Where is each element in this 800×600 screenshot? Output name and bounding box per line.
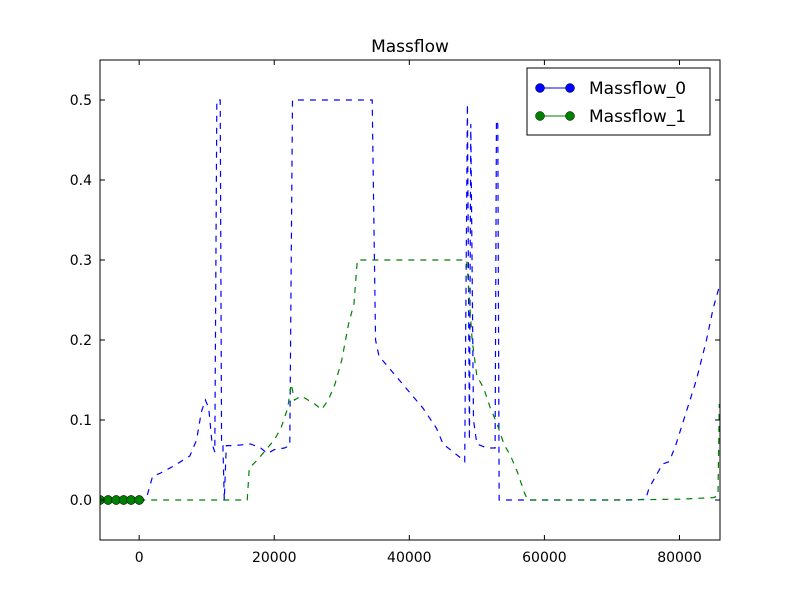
legend-marker-massflow-0-left	[535, 83, 545, 93]
legend-marker-massflow-0-right	[565, 83, 575, 93]
x-tick-label: 0	[135, 550, 144, 566]
x-tick-label: 60000	[522, 550, 567, 566]
legend-box	[526, 67, 711, 136]
marker-massflow-1-5	[134, 495, 144, 505]
y-tick-label: 0.2	[70, 333, 92, 349]
axis-ticks: 0 20000 40000 60000 80000 0.0 0.1 0.2 0.3 0.4 0.5	[70, 60, 720, 566]
legend-label-massflow-1: Massflow_1	[589, 107, 686, 127]
chart-title: Massflow	[371, 37, 449, 57]
y-tick-label: 0.0	[70, 493, 92, 509]
legend-marker-massflow-1-right	[565, 111, 575, 121]
legend-label-massflow-0: Massflow_0	[589, 79, 686, 99]
x-tick-label: 20000	[252, 550, 297, 566]
y-tick-label: 0.1	[70, 413, 92, 429]
marker-massflow-1-4	[126, 495, 136, 505]
y-tick-label: 0.5	[70, 93, 92, 109]
x-tick-label: 80000	[657, 550, 702, 566]
y-tick-label: 0.3	[70, 253, 92, 269]
axes-frame	[99, 59, 721, 541]
x-tick-label: 40000	[387, 550, 432, 566]
legend: Massflow_0 Massflow_1	[526, 67, 711, 136]
series-line-massflow-1	[139, 259, 720, 501]
legend-marker-massflow-1-left	[535, 111, 545, 121]
y-tick-label: 0.4	[70, 173, 92, 189]
